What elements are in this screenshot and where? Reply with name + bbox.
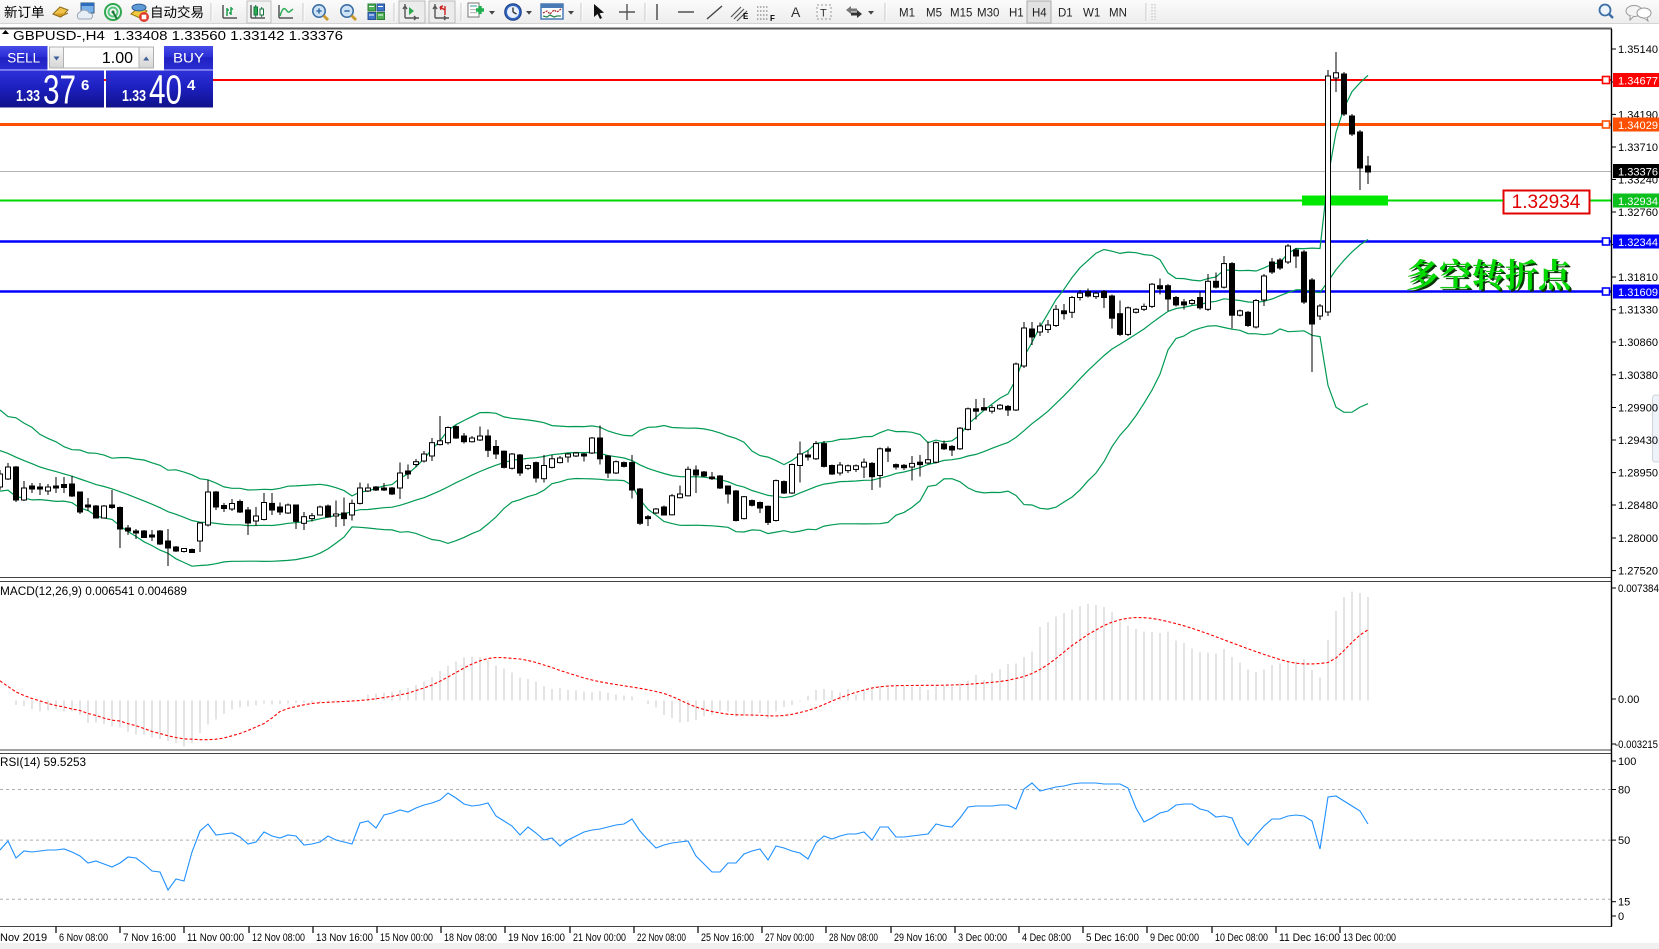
svg-text:1.32344: 1.32344 — [1618, 237, 1658, 249]
svg-text:80: 80 — [1618, 785, 1630, 797]
svg-text:SELL: SELL — [7, 51, 40, 66]
svg-text:6 Nov 08:00: 6 Nov 08:00 — [59, 932, 108, 944]
svg-text:100: 100 — [1618, 756, 1636, 768]
svg-text:50: 50 — [1618, 835, 1630, 847]
svg-text:Nov 2019: Nov 2019 — [0, 932, 47, 944]
svg-text:1.32934: 1.32934 — [1512, 192, 1581, 213]
svg-text:29 Nov 16:00: 29 Nov 16:00 — [894, 932, 947, 944]
svg-text:1.34029: 1.34029 — [1618, 120, 1658, 132]
svg-text:13 Nov 16:00: 13 Nov 16:00 — [316, 932, 373, 944]
svg-text:1.34677: 1.34677 — [1618, 76, 1658, 88]
svg-text:22 Nov 08:00: 22 Nov 08:00 — [637, 932, 686, 944]
svg-text:28 Nov 08:00: 28 Nov 08:00 — [829, 932, 878, 944]
svg-text:0.00: 0.00 — [1618, 694, 1639, 706]
svg-text:1.29900: 1.29900 — [1618, 403, 1658, 415]
svg-text:A: A — [791, 4, 801, 20]
svg-text:M30: M30 — [977, 8, 999, 20]
svg-text:4: 4 — [187, 77, 196, 94]
svg-text:1.00: 1.00 — [102, 50, 133, 67]
svg-text:RSI(14) 59.5253: RSI(14) 59.5253 — [0, 757, 86, 769]
svg-text:M5: M5 — [926, 8, 942, 20]
svg-text:4 Dec 08:00: 4 Dec 08:00 — [1022, 932, 1071, 944]
svg-text:37: 37 — [43, 67, 76, 113]
svg-text:0: 0 — [1618, 911, 1624, 923]
svg-text:D1: D1 — [1058, 8, 1073, 20]
svg-text:18 Nov 08:00: 18 Nov 08:00 — [444, 932, 497, 944]
svg-text:1.30380: 1.30380 — [1618, 370, 1658, 382]
svg-text:1.27520: 1.27520 — [1618, 566, 1658, 578]
svg-text:15 Nov 00:00: 15 Nov 00:00 — [380, 932, 433, 944]
svg-text:1.31330: 1.31330 — [1618, 305, 1658, 317]
svg-text:1.32760: 1.32760 — [1618, 207, 1658, 219]
svg-text:H1: H1 — [1009, 8, 1024, 20]
svg-text:12 Nov 08:00: 12 Nov 08:00 — [252, 932, 305, 944]
svg-text:MN: MN — [1109, 8, 1127, 20]
svg-text:1.33: 1.33 — [16, 88, 40, 105]
svg-text:1.33: 1.33 — [122, 88, 146, 105]
svg-text:27 Nov 00:00: 27 Nov 00:00 — [765, 932, 814, 944]
svg-text:1.28480: 1.28480 — [1618, 500, 1658, 512]
svg-text:10 Dec 08:00: 10 Dec 08:00 — [1215, 932, 1268, 944]
svg-text:1.35140: 1.35140 — [1618, 44, 1658, 56]
svg-text:H4: H4 — [1032, 8, 1047, 20]
svg-text:1.28950: 1.28950 — [1618, 468, 1658, 480]
svg-text:1.33710: 1.33710 — [1618, 142, 1658, 154]
svg-text:1.32934: 1.32934 — [1618, 196, 1658, 208]
svg-text:19 Nov 16:00: 19 Nov 16:00 — [508, 932, 565, 944]
svg-text:9 Dec 00:00: 9 Dec 00:00 — [1150, 932, 1199, 944]
svg-text:6: 6 — [81, 77, 89, 94]
svg-text:13 Dec 00:00: 13 Dec 00:00 — [1343, 932, 1396, 944]
svg-text:1.28000: 1.28000 — [1618, 533, 1658, 545]
svg-text:11 Nov 00:00: 11 Nov 00:00 — [187, 932, 244, 944]
svg-text:1.31810: 1.31810 — [1618, 272, 1658, 284]
svg-text:40: 40 — [149, 67, 182, 113]
svg-text:GBPUSD-,H4 1.33408 1.33560 1.: GBPUSD-,H4 1.33408 1.33560 1.33142 1.333… — [13, 28, 343, 43]
svg-text:M15: M15 — [950, 8, 972, 20]
svg-text:15: 15 — [1618, 897, 1630, 909]
svg-text:-0.003215: -0.003215 — [1615, 739, 1658, 751]
svg-text:M1: M1 — [899, 8, 915, 20]
svg-text:0.007384: 0.007384 — [1618, 583, 1659, 595]
svg-text:7 Nov 16:00: 7 Nov 16:00 — [123, 932, 176, 944]
svg-text:MACD(12,26,9) 0.006541 0.00468: MACD(12,26,9) 0.006541 0.004689 — [0, 586, 187, 598]
svg-text:11 Dec 16:00: 11 Dec 16:00 — [1279, 932, 1340, 944]
svg-text:25 Nov 16:00: 25 Nov 16:00 — [701, 932, 754, 944]
svg-text:W1: W1 — [1083, 8, 1100, 20]
svg-text:E: E — [743, 12, 749, 21]
svg-text:BUY: BUY — [173, 51, 204, 66]
svg-text:1.33376: 1.33376 — [1618, 167, 1658, 179]
svg-text:21 Nov 00:00: 21 Nov 00:00 — [573, 932, 626, 944]
svg-text:3 Dec 00:00: 3 Dec 00:00 — [958, 932, 1007, 944]
svg-text:1.30860: 1.30860 — [1618, 337, 1658, 349]
svg-text:T: T — [820, 8, 827, 20]
svg-text:F: F — [770, 14, 775, 23]
svg-text:5 Dec 16:00: 5 Dec 16:00 — [1086, 932, 1139, 944]
svg-text:1.29430: 1.29430 — [1618, 435, 1658, 447]
svg-text:1.31609: 1.31609 — [1618, 287, 1658, 299]
